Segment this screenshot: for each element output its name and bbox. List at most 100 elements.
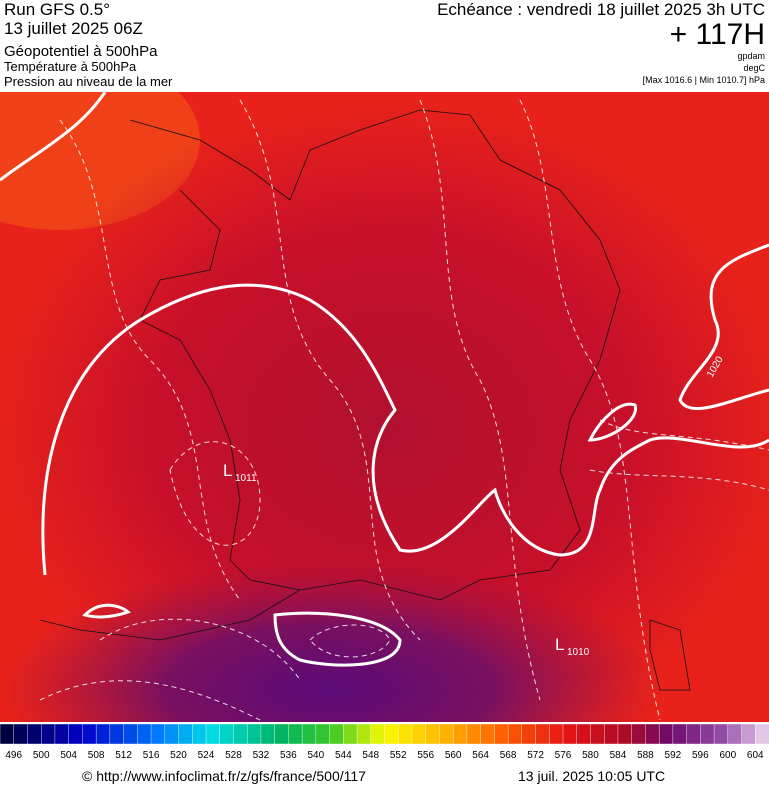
colorbar-label: 556 [417, 750, 434, 761]
unit-1: gpdam [737, 51, 765, 61]
colorbar-cell [658, 723, 674, 745]
colorbar-label: 540 [307, 750, 324, 761]
isobar-1020 [678, 243, 769, 410]
colorbar-cell [68, 723, 83, 745]
run-date: 13 juillet 2025 06Z [4, 19, 143, 38]
low-marker: L [555, 635, 564, 654]
colorbar-cell [494, 723, 509, 745]
colorbar-cell [604, 723, 619, 745]
colorbar-cell [741, 723, 756, 745]
colorbar-cell [274, 723, 289, 745]
colorbar-cell [617, 723, 633, 745]
colorbar-cell [164, 723, 180, 745]
coastline [129, 109, 621, 601]
colorbar-cell [150, 723, 166, 745]
colorbar-cell [246, 723, 262, 745]
colorbar-cell [109, 723, 125, 745]
colorbar-label: 536 [280, 750, 297, 761]
source-url: © http://www.infoclimat.fr/z/gfs/france/… [82, 768, 366, 784]
coastline-south [39, 589, 691, 691]
cold-zone [0, 560, 660, 722]
colorbar-cell [343, 723, 358, 745]
run-title: Run GFS 0.5° [4, 0, 110, 19]
colorbar-label: 568 [500, 750, 517, 761]
colorbar-label: 580 [582, 750, 599, 761]
colorbar-label: 552 [390, 750, 407, 761]
colorbar-label: 500 [33, 750, 50, 761]
colorbar-cell [521, 723, 537, 745]
colorbar-cell [356, 723, 372, 745]
colorbar-label: 496 [5, 750, 22, 761]
colorbar-cell [576, 723, 591, 745]
low-pressure: 1011 [235, 473, 257, 484]
generated-time: 13 juil. 2025 10:05 UTC [518, 768, 665, 784]
colorbar-cell [507, 723, 523, 745]
lead-time: + 117H [670, 18, 765, 51]
colorbar-label: 572 [527, 750, 544, 761]
colorbar-label: 576 [555, 750, 572, 761]
isobar-1011 [41, 283, 769, 576]
colorbar-cell [329, 723, 344, 745]
colorbar-label: 596 [692, 750, 709, 761]
colorbar-label: 560 [445, 750, 462, 761]
field-3: Pression au niveau de la mer [4, 74, 173, 89]
colorbar-cell [398, 723, 413, 745]
colorbar-cell [301, 723, 317, 745]
colorbar-cell [452, 723, 468, 745]
colorbar-cell [590, 723, 605, 745]
colorbar-label: 528 [225, 750, 242, 761]
colorbar-cell [466, 723, 482, 745]
isotherm [309, 624, 391, 658]
map: L 1011 L 1010 1020 [0, 92, 769, 722]
colorbar-cell [425, 723, 440, 745]
colorbar-label: 516 [143, 750, 160, 761]
core-zone [0, 100, 769, 722]
colorbar-label: 532 [253, 750, 270, 761]
isobar-1010 [273, 611, 402, 667]
colorbar-label: 520 [170, 750, 187, 761]
colorbar-cell [562, 723, 578, 745]
field-1: Géopotentiel à 500hPa [4, 43, 158, 60]
colorbar-cell [288, 723, 303, 745]
colorbar-cell [13, 723, 28, 745]
isobar-small [82, 603, 131, 619]
isotherm [59, 119, 241, 601]
colorbar-cell [535, 723, 550, 745]
colorbar-label: 564 [472, 750, 489, 761]
colorbar-cell [549, 723, 564, 745]
isotherm [239, 99, 421, 641]
colorbar-cell [755, 723, 769, 745]
colorbar: 496 500 504 508 512 516 520 524 528 532 536 540 544 5… [0, 723, 769, 761]
low-pressure: 1010 [567, 647, 590, 658]
isotherm [169, 441, 261, 546]
colorbar-cell [27, 723, 42, 745]
colorbar-cell [205, 723, 221, 745]
colorbar-cell [192, 723, 207, 745]
colorbar-cell [700, 723, 715, 745]
colorbar-label: 588 [637, 750, 654, 761]
colorbar-cell [631, 723, 646, 745]
max-min: [Max 1016.6 | Min 1010.7] hPa [643, 75, 765, 85]
colorbar-cell [727, 723, 743, 745]
colorbar-cell [82, 723, 97, 745]
colorbar-cell [54, 723, 70, 745]
colorbar-label: 600 [719, 750, 736, 761]
isobar-small [587, 402, 637, 442]
colorbar-cell [0, 723, 15, 745]
colorbar-cell [672, 723, 688, 745]
valid-time: Echéance : vendredi 18 juillet 2025 3h U… [437, 0, 765, 19]
colorbar-cell [219, 723, 234, 745]
colorbar-label: 544 [335, 750, 352, 761]
colorbar-label: 512 [115, 750, 132, 761]
colorbar-cell [40, 723, 56, 745]
field-2: Température à 500hPa [4, 59, 137, 74]
isotherm [39, 618, 301, 721]
colorbar-cell [178, 723, 193, 745]
colorbar-cell [713, 723, 729, 745]
colorbar-cell [384, 723, 399, 745]
low-marker: L [223, 461, 232, 480]
colorbar-cell [686, 723, 701, 745]
colorbar-cell [123, 723, 138, 745]
colorbar-label: 592 [665, 750, 682, 761]
